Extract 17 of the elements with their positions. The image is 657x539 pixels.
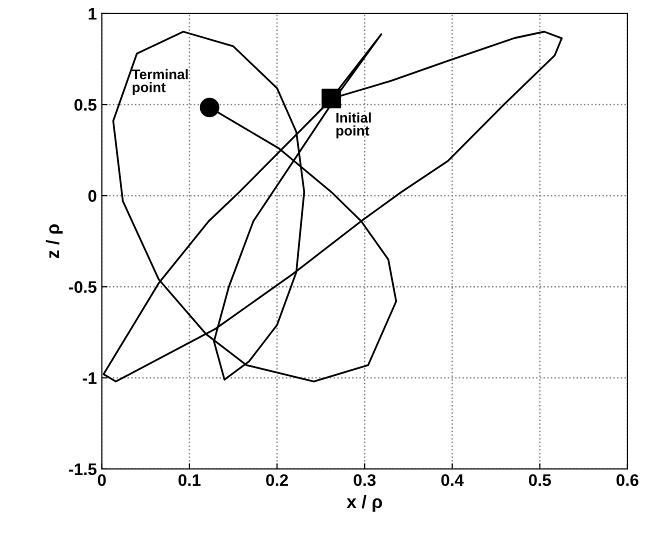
x-tick-label: 0.6	[616, 474, 638, 486]
x-tick-label: 0.2	[266, 474, 288, 486]
y-tick-label: 1	[88, 8, 97, 20]
x-tick-label: 0.1	[178, 474, 201, 486]
y-tick-label: 0	[88, 190, 96, 202]
x-axis-title: x / ρ	[346, 494, 382, 512]
x-tick-label: 0.4	[441, 474, 464, 486]
y-tick-label: 0.5	[74, 98, 97, 111]
y-axis-title: z / ρ	[46, 224, 63, 258]
y-tick-label: -0.5	[68, 281, 97, 293]
annotation: Initial point	[336, 112, 371, 138]
x-tick-label: 0.3	[354, 474, 376, 486]
y-tick-label: -1	[82, 372, 97, 384]
x-tick-label: 0	[98, 474, 106, 486]
y-tick-label: -1.5	[68, 464, 97, 476]
x-tick-label: 0.5	[528, 474, 551, 486]
annotation: Terminal point	[132, 69, 188, 95]
